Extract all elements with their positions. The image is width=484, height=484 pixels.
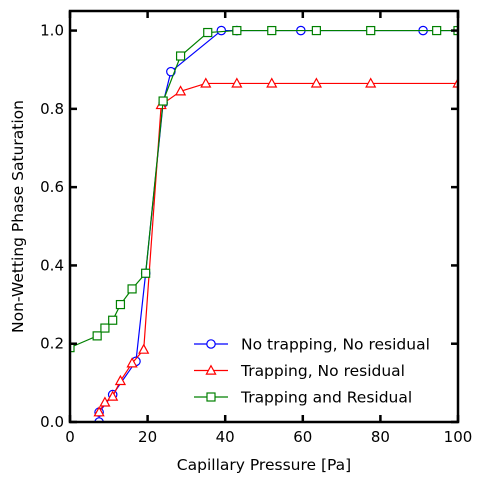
data-point (174, 85, 187, 96)
y-tick-label: 0.6 (40, 178, 64, 196)
legend-marker (205, 364, 217, 375)
data-point (203, 27, 213, 38)
series-3 (70, 25, 458, 353)
data-point (200, 77, 212, 88)
y-tick-label: 1.0 (40, 22, 64, 40)
x-tick-label: 100 (444, 428, 473, 446)
legend-label: No trapping, No residual (241, 336, 430, 354)
data-point (70, 343, 75, 353)
data-point (365, 77, 377, 88)
data-point (127, 284, 137, 294)
y-tick-label: 0.2 (40, 335, 64, 353)
data-point (175, 51, 186, 61)
y-tick-label: 0.8 (40, 100, 64, 118)
data-point (93, 406, 105, 417)
data-point (432, 25, 442, 36)
legend-item: No trapping, No residual (194, 336, 430, 354)
data-point (141, 268, 151, 278)
y-axis-label: Non-Wetting Phase Saturation (9, 100, 27, 333)
data-point (310, 77, 322, 88)
legend-item: Trapping, No residual (194, 362, 405, 380)
legend-item: Trapping and Residual (194, 389, 412, 407)
y-tick-label: 0.4 (40, 256, 64, 274)
data-point (99, 396, 111, 407)
data-point (126, 357, 138, 368)
x-tick-label: 40 (216, 428, 235, 446)
data-point (100, 323, 110, 333)
x-tick-label: 60 (293, 428, 312, 446)
data-point (158, 96, 168, 106)
x-tick-label: 0 (65, 428, 75, 446)
data-point (267, 25, 277, 36)
legend-marker (206, 339, 216, 349)
data-point (266, 77, 278, 88)
data-point (232, 25, 242, 36)
series-line (70, 29, 458, 349)
x-tick-label: 80 (371, 428, 390, 446)
data-point (115, 299, 126, 310)
x-axis-label: Capillary Pressure [Pa] (177, 456, 351, 474)
y-tick-label: 0.0 (40, 413, 64, 431)
x-tick-label: 20 (138, 428, 157, 446)
data-point (231, 77, 243, 88)
plot-frame (68, 9, 460, 424)
data-point (216, 25, 227, 36)
plot-area (70, 25, 458, 422)
data-point (114, 374, 127, 386)
legend-label: Trapping and Residual (240, 389, 412, 407)
legend-label: Trapping, No residual (240, 362, 405, 380)
legend: No trapping, No residual Trapping, No res… (194, 336, 430, 407)
data-point (366, 25, 376, 36)
data-point (107, 390, 119, 401)
data-point (92, 331, 102, 341)
data-point (311, 25, 321, 36)
data-point (138, 343, 150, 354)
legend-marker (206, 392, 216, 402)
axis-ticks: 0 20 40 60 80 100 0.0 0.2 0.4 0.6 0.8 1.0 (40, 11, 472, 446)
data-point (108, 315, 118, 325)
